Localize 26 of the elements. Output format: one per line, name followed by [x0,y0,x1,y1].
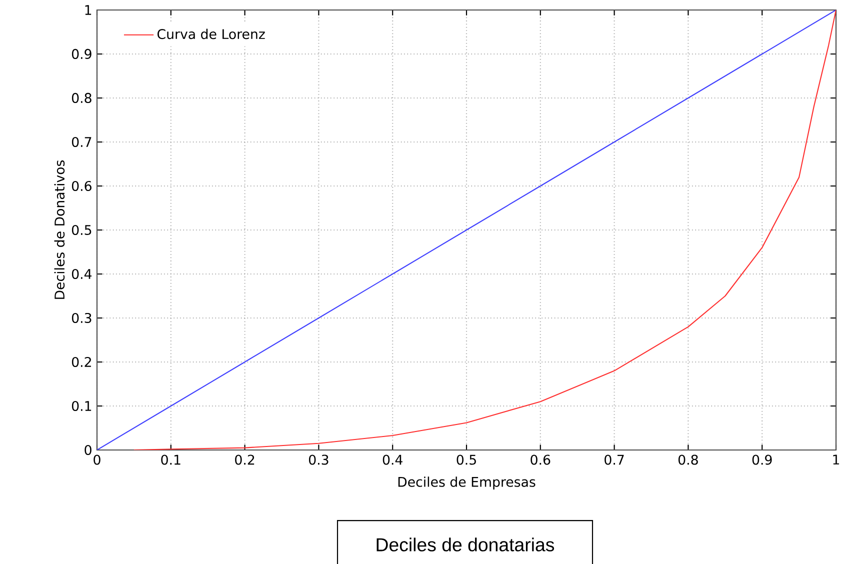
y-tick-label: 0.3 [72,312,92,324]
x-tick-label: 0.5 [456,454,476,465]
legend-label: Curva de Lorenz [158,28,265,40]
y-tick-label: 0.9 [72,48,92,60]
x-tick-label: 0.7 [604,454,624,465]
x-tick-label: 1 [833,454,840,464]
x-axis-title: Deciles de Empresas [398,476,536,490]
y-tick-label: 0.8 [72,92,92,104]
y-axis-title: Deciles de Donativos [54,160,65,299]
y-tick-label: 1 [85,5,92,15]
y-tick-label: 0 [84,444,92,456]
x-tick-label: 0.8 [678,454,698,465]
x-tick-label: 0.3 [308,454,328,465]
y-tick-label: 0.6 [72,180,92,192]
x-tick-label: 0.4 [382,454,402,465]
x-tick-label: 0.1 [161,454,180,465]
y-tick-label: 0.7 [72,136,92,148]
x-tick-label: 0.9 [752,454,772,465]
x-tick-label: 0 [94,454,100,465]
text: Deciles de donatarias [376,538,554,552]
y-tick-label: 0.4 [72,268,92,280]
x-tick-label: 0.6 [530,454,550,465]
y-tick-label: 0.1 [72,400,92,412]
y-tick-label: 0.2 [72,356,91,368]
x-tick-label: 0.2 [235,454,254,465]
y-tick-label: 0.5 [72,224,92,236]
